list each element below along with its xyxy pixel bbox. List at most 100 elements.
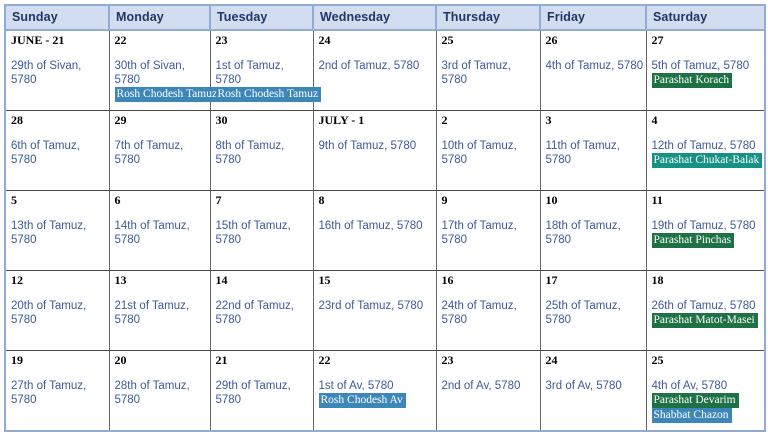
day-cell[interactable]: 4 12th of Tamuz, 5780 Parashat Chukat-Bala… (646, 110, 765, 191)
day-cell[interactable]: 6 14th of Tamuz, 5780 (109, 190, 211, 272)
day-number: 24 (545, 353, 558, 368)
day-cell[interactable]: 7 15th of Tamuz, 5780 (210, 190, 314, 272)
event-badge[interactable]: Parashat Korach (651, 73, 733, 88)
event-badge-row: Shabbat Chazon (651, 408, 763, 424)
day-number: 19 (11, 353, 23, 368)
calendar-body: JUNE - 21 29th of Sivan, 5780 22 30th of Si… (5, 30, 765, 431)
day-number: 18 (651, 273, 664, 288)
day-cell[interactable]: 23 1st of Tamuz, 5780 Rosh Chodesh Tamuz (210, 30, 322, 111)
hebrew-date-label: 13th of Tamuz, 5780 (11, 219, 87, 246)
day-cell[interactable]: 10 18th of Tamuz, 5780 (540, 190, 647, 272)
hebrew-date-label: 24th of Tamuz, 5780 (441, 300, 517, 327)
day-number: 23 (441, 353, 454, 368)
day-cell[interactable]: 17 25th of Tamuz, 5780 (540, 270, 647, 352)
day-cell[interactable]: 18 26th of Tamuz, 5780 Parashat Matot-Mase… (646, 270, 765, 352)
day-number: 15 (318, 273, 331, 288)
day-number: 25 (441, 33, 454, 47)
day-number: 28 (11, 112, 23, 127)
event-badge[interactable]: Parashat Matot-Masei (651, 313, 758, 329)
event-badge-row: Parashat Chukat-Balak (651, 152, 763, 168)
event-badge-row: Rosh Chodesh Tamuz (215, 87, 322, 102)
event-badge-list: Rosh Chodesh Av (318, 393, 434, 409)
day-number: 2 (441, 112, 448, 127)
hebrew-date-label: 21st of Tamuz, 5780 (114, 300, 190, 327)
event-badge[interactable]: Parashat Chukat-Balak (651, 152, 763, 168)
day-cell[interactable]: 27 5th of Tamuz, 5780 Parashat Korach (646, 30, 765, 111)
day-number: 21 (215, 353, 228, 368)
day-cell[interactable]: 21 29th of Tamuz, 5780 (210, 350, 314, 431)
day-number: 23 (215, 33, 228, 47)
hebrew-date-label: 30th of Sivan, 5780 (114, 60, 185, 86)
day-cell[interactable]: 16 24th of Tamuz, 5780 (436, 270, 541, 352)
weekday-header-thursday: Thursday (436, 5, 541, 31)
event-badge-row: Parashat Devarim (651, 393, 763, 409)
hebrew-date-label: 28th of Tamuz, 5780 (114, 380, 190, 407)
hebrew-date-label: 3rd of Tamuz, 5780 (441, 60, 511, 86)
hebrew-date-label: 22nd of Tamuz, 5780 (215, 300, 294, 327)
event-badge[interactable]: Rosh Chodesh Tamuz (215, 87, 322, 102)
day-cell[interactable]: 2 10th of Tamuz, 5780 (436, 110, 541, 191)
day-cell[interactable]: 19 27th of Tamuz, 5780 (5, 350, 110, 431)
event-badge-list: Rosh Chodesh Tamuz (215, 87, 322, 102)
day-cell[interactable]: 15 23rd of Tamuz, 5780 (313, 270, 437, 352)
day-number: 5 (11, 192, 17, 207)
day-cell[interactable]: 29 7th of Tamuz, 5780 (109, 110, 211, 191)
day-cell[interactable]: 5 13th of Tamuz, 5780 (5, 190, 110, 272)
event-badge[interactable]: Rosh Chodesh Av (318, 393, 406, 409)
event-badge[interactable]: Parashat Devarim (651, 393, 739, 409)
day-cell[interactable]: 22 1st of Av, 5780 Rosh Chodesh Av (313, 350, 437, 431)
calendar-week-row: 28 6th of Tamuz, 5780 29 7th of Tamuz, 5780… (5, 110, 765, 191)
event-badge-row: Rosh Chodesh Tamuz (114, 87, 221, 102)
day-number: 9 (441, 192, 448, 207)
hebrew-date-label: 2nd of Av, 5780 (441, 380, 521, 393)
day-number: 30 (215, 112, 228, 127)
hebrew-date-label: 12th of Tamuz, 5780 (651, 139, 756, 152)
day-number: 4 (651, 112, 658, 127)
weekday-header-monday: Monday (109, 5, 211, 31)
day-number: 16 (441, 273, 454, 288)
day-number: 29 (114, 112, 127, 127)
event-badge[interactable]: Shabbat Chazon (651, 408, 732, 424)
event-badge-row: Rosh Chodesh Av (318, 393, 434, 409)
weekday-header-friday: Friday (540, 5, 647, 31)
day-number: 22 (318, 353, 331, 368)
event-badge-row: Parashat Matot-Masei (651, 313, 763, 329)
hebrew-date-label: 20th of Tamuz, 5780 (11, 300, 87, 327)
day-cell[interactable]: 26 4th of Tamuz, 5780 (540, 30, 647, 111)
day-cell[interactable]: 23 2nd of Av, 5780 (436, 350, 541, 431)
day-cell[interactable]: JUNE - 21 29th of Sivan, 5780 (5, 30, 110, 111)
hebrew-date-label: 6th of Tamuz, 5780 (11, 139, 80, 166)
hebrew-date-label: 5th of Tamuz, 5780 (651, 60, 750, 72)
day-cell[interactable]: 20 28th of Tamuz, 5780 (109, 350, 211, 431)
day-cell[interactable]: 25 3rd of Tamuz, 5780 (436, 30, 541, 111)
day-cell[interactable]: 13 21st of Tamuz, 5780 (109, 270, 211, 352)
hebrew-date-label: 25th of Tamuz, 5780 (545, 300, 621, 327)
day-cell[interactable]: 8 16th of Tamuz, 5780 (313, 190, 437, 272)
day-cell[interactable]: 11 19th of Tamuz, 5780 Parashat Pinchas (646, 190, 765, 272)
hebrew-date-label: 9th of Tamuz, 5780 (318, 139, 417, 152)
event-badge[interactable]: Rosh Chodesh Tamuz (114, 87, 221, 102)
day-cell[interactable]: 12 20th of Tamuz, 5780 (5, 270, 110, 352)
hebrew-date-label: 26th of Tamuz, 5780 (651, 300, 756, 313)
day-cell[interactable]: 24 2nd of Tamuz, 5780 (313, 30, 437, 111)
calendar-week-row: 5 13th of Tamuz, 5780 6 14th of Tamuz, 5780… (5, 190, 765, 272)
day-cell[interactable]: 24 3rd of Av, 5780 (540, 350, 647, 431)
day-cell[interactable]: JULY - 1 9th of Tamuz, 5780 (313, 110, 437, 191)
event-badge-list: Parashat Pinchas (651, 232, 763, 248)
day-cell[interactable]: 9 17th of Tamuz, 5780 (436, 190, 541, 272)
day-cell[interactable]: 22 30th of Sivan, 5780 Rosh Chodesh Tamuz (109, 30, 221, 111)
day-cell[interactable]: 25 4th of Av, 5780 Parashat Devarim Shabbat… (646, 350, 765, 431)
calendar-week-row: 12 20th of Tamuz, 5780 13 21st of Tamuz, 57… (5, 270, 765, 352)
day-cell[interactable]: 14 22nd of Tamuz, 5780 (210, 270, 314, 352)
day-cell[interactable]: 3 11th of Tamuz, 5780 (540, 110, 647, 191)
hebrew-date-label: 14th of Tamuz, 5780 (114, 219, 190, 246)
day-cell[interactable]: 30 8th of Tamuz, 5780 (210, 110, 314, 191)
day-number: 22 (114, 33, 127, 47)
hebrew-date-label: 11th of Tamuz, 5780 (545, 139, 620, 166)
event-badge[interactable]: Parashat Pinchas (651, 232, 735, 248)
day-number: 8 (318, 192, 325, 207)
hebrew-date-label: 8th of Tamuz, 5780 (215, 139, 285, 166)
day-number: 12 (11, 273, 23, 288)
hebrew-date-label: 3rd of Av, 5780 (545, 380, 622, 393)
day-cell[interactable]: 28 6th of Tamuz, 5780 (5, 110, 110, 191)
